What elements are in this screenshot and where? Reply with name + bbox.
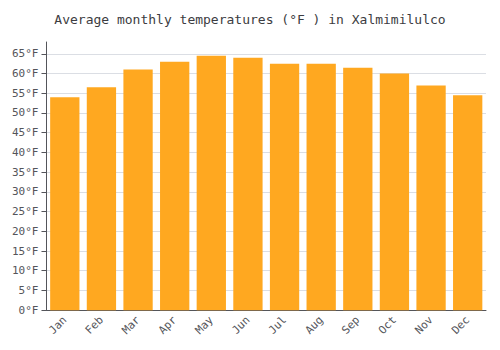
svg-text:0°F: 0°F (19, 304, 39, 317)
svg-text:Jun: Jun (229, 314, 252, 337)
svg-text:May: May (193, 313, 216, 336)
svg-text:Aug: Aug (303, 314, 326, 337)
svg-text:Feb: Feb (83, 314, 106, 337)
svg-text:Nov: Nov (412, 313, 435, 336)
svg-text:50°F: 50°F (12, 106, 39, 119)
svg-text:Jul: Jul (266, 314, 289, 337)
svg-text:15°F: 15°F (12, 245, 39, 258)
svg-text:Average monthly temperatures (: Average monthly temperatures (°F ) in Xa… (54, 12, 445, 27)
svg-text:10°F: 10°F (12, 264, 39, 277)
svg-text:20°F: 20°F (12, 225, 39, 238)
svg-text:Dec: Dec (449, 314, 472, 337)
svg-text:65°F: 65°F (12, 47, 39, 60)
svg-text:45°F: 45°F (12, 126, 39, 139)
svg-text:55°F: 55°F (12, 87, 39, 100)
svg-text:40°F: 40°F (12, 146, 39, 159)
svg-text:35°F: 35°F (12, 166, 39, 179)
svg-text:30°F: 30°F (12, 185, 39, 198)
svg-text:Mar: Mar (119, 313, 142, 336)
svg-text:Sep: Sep (339, 314, 362, 337)
svg-text:25°F: 25°F (12, 205, 39, 218)
svg-text:Jan: Jan (46, 314, 69, 337)
svg-text:60°F: 60°F (12, 67, 39, 80)
svg-text:5°F: 5°F (19, 284, 39, 297)
svg-text:Apr: Apr (156, 313, 179, 336)
svg-text:Oct: Oct (376, 314, 399, 337)
